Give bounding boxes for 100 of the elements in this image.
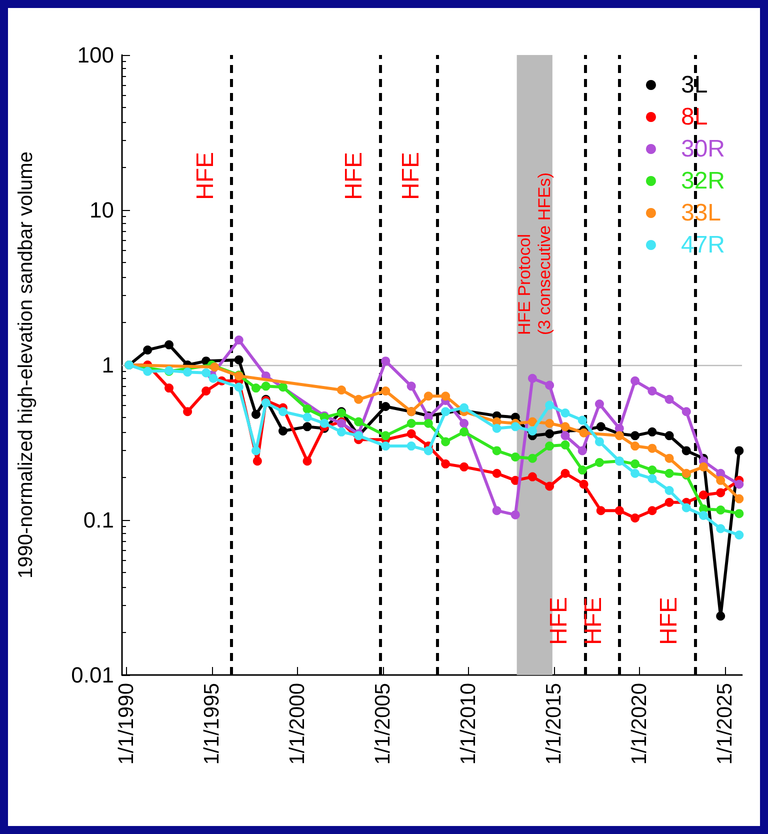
point: [252, 456, 262, 466]
point: [716, 612, 726, 621]
point: [698, 462, 708, 472]
y-tick-label: 10: [90, 198, 114, 222]
point: [614, 506, 624, 516]
point: [579, 428, 588, 438]
point: [278, 407, 288, 416]
point: [596, 422, 606, 432]
legend-label: 30R: [680, 136, 726, 162]
point: [682, 503, 691, 512]
point: [594, 458, 604, 467]
point: [381, 386, 390, 396]
point: [734, 446, 744, 456]
point: [560, 440, 570, 450]
point: [528, 426, 537, 436]
point: [210, 362, 220, 372]
point: [648, 506, 657, 516]
point: [664, 454, 674, 463]
ref-line-label: HFE: [192, 152, 220, 200]
point: [441, 407, 450, 416]
point: [460, 427, 469, 436]
y-tick-label: 0.01: [71, 662, 114, 688]
point: [234, 335, 244, 344]
point: [183, 407, 192, 416]
point: [143, 366, 152, 376]
point: [596, 506, 606, 516]
point: [261, 382, 270, 391]
point: [630, 468, 640, 478]
band-label: HFE Protocol (3 consecutive HFEs): [515, 172, 554, 335]
ref-line-label: HFE: [340, 152, 368, 200]
point: [381, 402, 390, 411]
point: [302, 422, 312, 432]
point: [648, 444, 657, 453]
point: [302, 456, 312, 466]
point: [734, 530, 744, 540]
legend-label: 8L: [680, 104, 708, 130]
point: [630, 376, 640, 386]
point: [460, 462, 469, 472]
x-tick-label: 1/1/2010: [456, 683, 480, 765]
point: [406, 429, 416, 438]
point: [208, 374, 218, 383]
point: [716, 524, 726, 534]
legend-label: 32R: [680, 168, 726, 194]
point: [381, 356, 390, 366]
point: [202, 386, 211, 396]
point: [510, 510, 520, 520]
point: [336, 385, 346, 394]
point: [528, 417, 537, 426]
point: [545, 442, 554, 451]
point: [302, 404, 312, 414]
point: [664, 498, 674, 507]
point: [202, 368, 211, 378]
point: [528, 454, 537, 463]
point: [579, 480, 588, 489]
point: [234, 355, 244, 364]
point: [510, 422, 520, 432]
point: [560, 422, 570, 432]
x-tick-label: 1/1/2000: [286, 683, 309, 765]
y-axis-title: 1990-normalized high-elevation sandbar volume: [15, 152, 37, 578]
point: [234, 382, 244, 392]
point: [664, 468, 674, 478]
point: [698, 510, 708, 520]
ref-line-label: HFE: [546, 597, 573, 645]
point: [682, 407, 691, 416]
point: [164, 340, 174, 350]
point: [545, 418, 554, 428]
point: [664, 486, 674, 495]
point: [734, 480, 744, 489]
point: [545, 482, 554, 491]
point: [460, 418, 469, 428]
point: [734, 494, 744, 504]
point: [594, 437, 604, 446]
point: [528, 472, 537, 482]
point: [648, 474, 657, 484]
x-tick-label: 1/1/2015: [542, 683, 566, 765]
point: [664, 431, 674, 440]
point: [545, 429, 554, 438]
point: [560, 468, 570, 478]
point: [630, 431, 640, 440]
x-tick-label: 1/1/2020: [628, 683, 651, 765]
point: [716, 488, 726, 498]
point: [648, 466, 657, 475]
y-tick-label: 100: [77, 42, 114, 68]
x-tick-label: 1/1/1995: [200, 683, 224, 765]
point: [630, 442, 640, 451]
point: [424, 392, 433, 401]
ref-line-label: HFE: [397, 152, 424, 200]
point: [320, 418, 329, 428]
point: [406, 418, 416, 428]
point: [336, 427, 346, 436]
point: [682, 446, 691, 456]
x-tick-label: 1/1/1990: [114, 683, 138, 765]
point: [492, 506, 502, 516]
point: [251, 410, 260, 419]
x-tick-label: 1/1/2025: [713, 683, 736, 765]
point: [716, 476, 726, 485]
point: [460, 403, 469, 412]
point: [183, 368, 192, 377]
ref-line-label: HFE: [580, 597, 607, 645]
point: [528, 374, 537, 383]
